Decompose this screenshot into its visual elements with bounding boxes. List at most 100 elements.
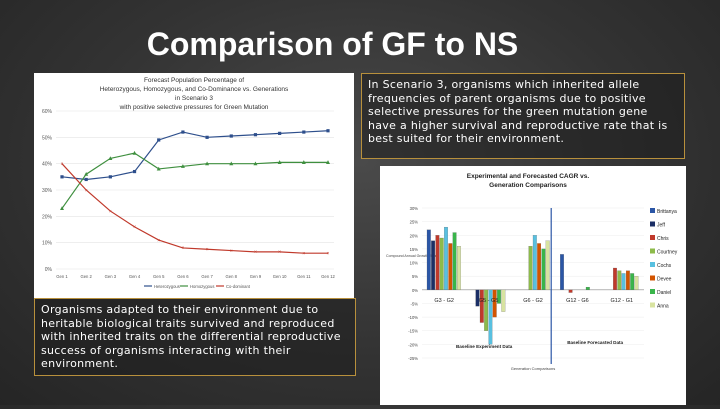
- chart2-x-tick: G3 - G2: [434, 298, 454, 304]
- chart1-point: [132, 169, 137, 174]
- chart1-point: ×: [278, 250, 281, 256]
- chart2-legend-swatch: [650, 235, 655, 240]
- chart1-x-tick: Gen 2: [80, 274, 92, 279]
- chart1-x-tick: Gen 9: [250, 274, 262, 279]
- chart2-x-axis-label: Generation Comparisons: [511, 366, 555, 371]
- chart1-point: ×: [302, 251, 305, 257]
- chart2-bar: [435, 235, 440, 290]
- chart2-y-tick: -5%: [411, 301, 419, 306]
- chart2-legend-swatch: [650, 302, 655, 308]
- chart2-bar: [475, 289, 480, 307]
- chart2-bar: [484, 289, 489, 331]
- chart1-point: ×: [85, 188, 88, 194]
- line-chart-panel: Forecast Population Percentage of Heteroz…: [34, 73, 354, 298]
- chart2-y-axis-label: Compound Annual Growth Rate: [386, 254, 437, 258]
- chart2-bar: [630, 273, 635, 290]
- chart2-legend-swatch: [650, 275, 655, 281]
- chart1-x-tick: Gen 3: [105, 274, 117, 279]
- chart1-point: ×: [181, 246, 184, 252]
- chart1-point: ×: [230, 248, 233, 254]
- chart1-y-tick: 40%: [42, 162, 53, 168]
- chart2-bar: [439, 237, 444, 290]
- chart1-x-tick: Gen 10: [273, 274, 287, 279]
- chart2-legend-label: Courtney: [657, 250, 678, 256]
- chart1-point: [302, 130, 306, 134]
- chart2-bar: [448, 243, 453, 290]
- chart1-x-tick: Gen 6: [177, 274, 189, 279]
- chart1-x-tick: Gen 4: [129, 274, 141, 279]
- chart2-title-line: Experimental and Forecasted CAGR vs.: [467, 173, 590, 180]
- chart1-x-tick: Gen 7: [201, 274, 213, 279]
- chart1-title-line: Forecast Population Percentage of: [144, 77, 244, 84]
- chart2-legend-swatch: [650, 262, 655, 267]
- chart1-point: [253, 161, 258, 166]
- chart2-bar: [634, 276, 639, 290]
- chart2-y-tick: -20%: [408, 342, 418, 347]
- chart2-y-tick: 20%: [410, 233, 419, 238]
- slide-title: Comparison of GF to NS: [146, 26, 519, 62]
- chart1-point: [301, 160, 306, 164]
- chart2-legend-swatch: [650, 289, 655, 294]
- chart1-title-line: in Scenario 3: [175, 95, 213, 102]
- chart1-point: [229, 161, 234, 166]
- chart1-point: [326, 129, 330, 133]
- chart2-bar: [426, 229, 431, 290]
- chart2-bar: [492, 289, 497, 318]
- chart1-y-tick: 30%: [42, 188, 53, 194]
- chart1-point: ×: [133, 225, 136, 231]
- cagr-bar-chart: Experimental and Forecasted CAGR vs. Gene…: [386, 173, 678, 371]
- chart1-point: [205, 135, 209, 139]
- chart2-bar: [431, 240, 435, 290]
- chart2-y-tick: 15%: [410, 247, 419, 252]
- chart2-bar: [568, 289, 573, 293]
- chart2-y-tick: 25%: [410, 220, 419, 225]
- chart2-title-line: Generation Comparisons: [489, 182, 567, 189]
- chart1-x-tick: Gen 8: [226, 274, 238, 279]
- chart1-x-tick: Gen 12: [321, 274, 335, 279]
- chart2-annotation: Baseline Forecasted Data: [567, 340, 623, 345]
- chart2-y-tick: -10%: [408, 315, 418, 320]
- chart1-series-line: [61, 130, 329, 181]
- chart1-point: ×: [61, 161, 64, 167]
- chart1-point: ×: [254, 250, 257, 256]
- chart2-bar: [617, 270, 622, 290]
- chart1-point: ×: [206, 247, 209, 253]
- chart1-point: [278, 131, 282, 135]
- chart1-point: [108, 156, 113, 160]
- chart2-bar: [626, 270, 630, 290]
- chart1-title-line: Heterozygous, Homozygous, and Co-Dominan…: [100, 86, 289, 93]
- chart1-x-tick: Gen 1: [56, 274, 68, 279]
- chart1-x-tick: Gen 5: [153, 274, 165, 279]
- chart2-legend-label: Anna: [657, 304, 669, 310]
- chart1-point: [84, 177, 88, 182]
- chart2-bar: [456, 246, 461, 290]
- chart2-bar: [560, 254, 564, 290]
- chart2-x-tick: G12 - G1: [610, 298, 633, 304]
- chart1-series-line: [61, 152, 328, 209]
- chart2-bar: [621, 273, 626, 290]
- chart1-legend-label: Co-dominant: [226, 284, 251, 289]
- chart2-y-tick: 10%: [410, 261, 419, 266]
- chart2-y-tick: 0%: [412, 288, 418, 293]
- chart1-point: [132, 150, 137, 155]
- chart1-point: [229, 134, 233, 138]
- chart2-y-tick: 30%: [410, 206, 419, 211]
- chart2-legend-swatch: [650, 208, 655, 213]
- chart1-point: ×: [157, 238, 160, 244]
- chart1-point: [108, 175, 112, 179]
- chart2-bar: [452, 232, 457, 290]
- chart2-legend-swatch: [650, 248, 655, 254]
- chart2-bar: [541, 248, 546, 290]
- chart1-point: [326, 160, 330, 164]
- chart1-y-tick: 60%: [42, 109, 53, 115]
- chart1-point: [277, 160, 282, 164]
- chart2-legend-swatch: [650, 221, 655, 227]
- chart1-point: ×: [109, 209, 112, 215]
- population-line-chart: Forecast Population Percentage of Heteroz…: [42, 77, 336, 289]
- chart2-bar: [479, 289, 484, 323]
- chart2-x-tick: G12 - G6: [566, 298, 589, 304]
- chart1-point: [180, 164, 185, 168]
- chart2-bar: [585, 286, 590, 290]
- chart1-legend-label: Heterozygous: [154, 284, 180, 289]
- chart1-point: [253, 133, 258, 137]
